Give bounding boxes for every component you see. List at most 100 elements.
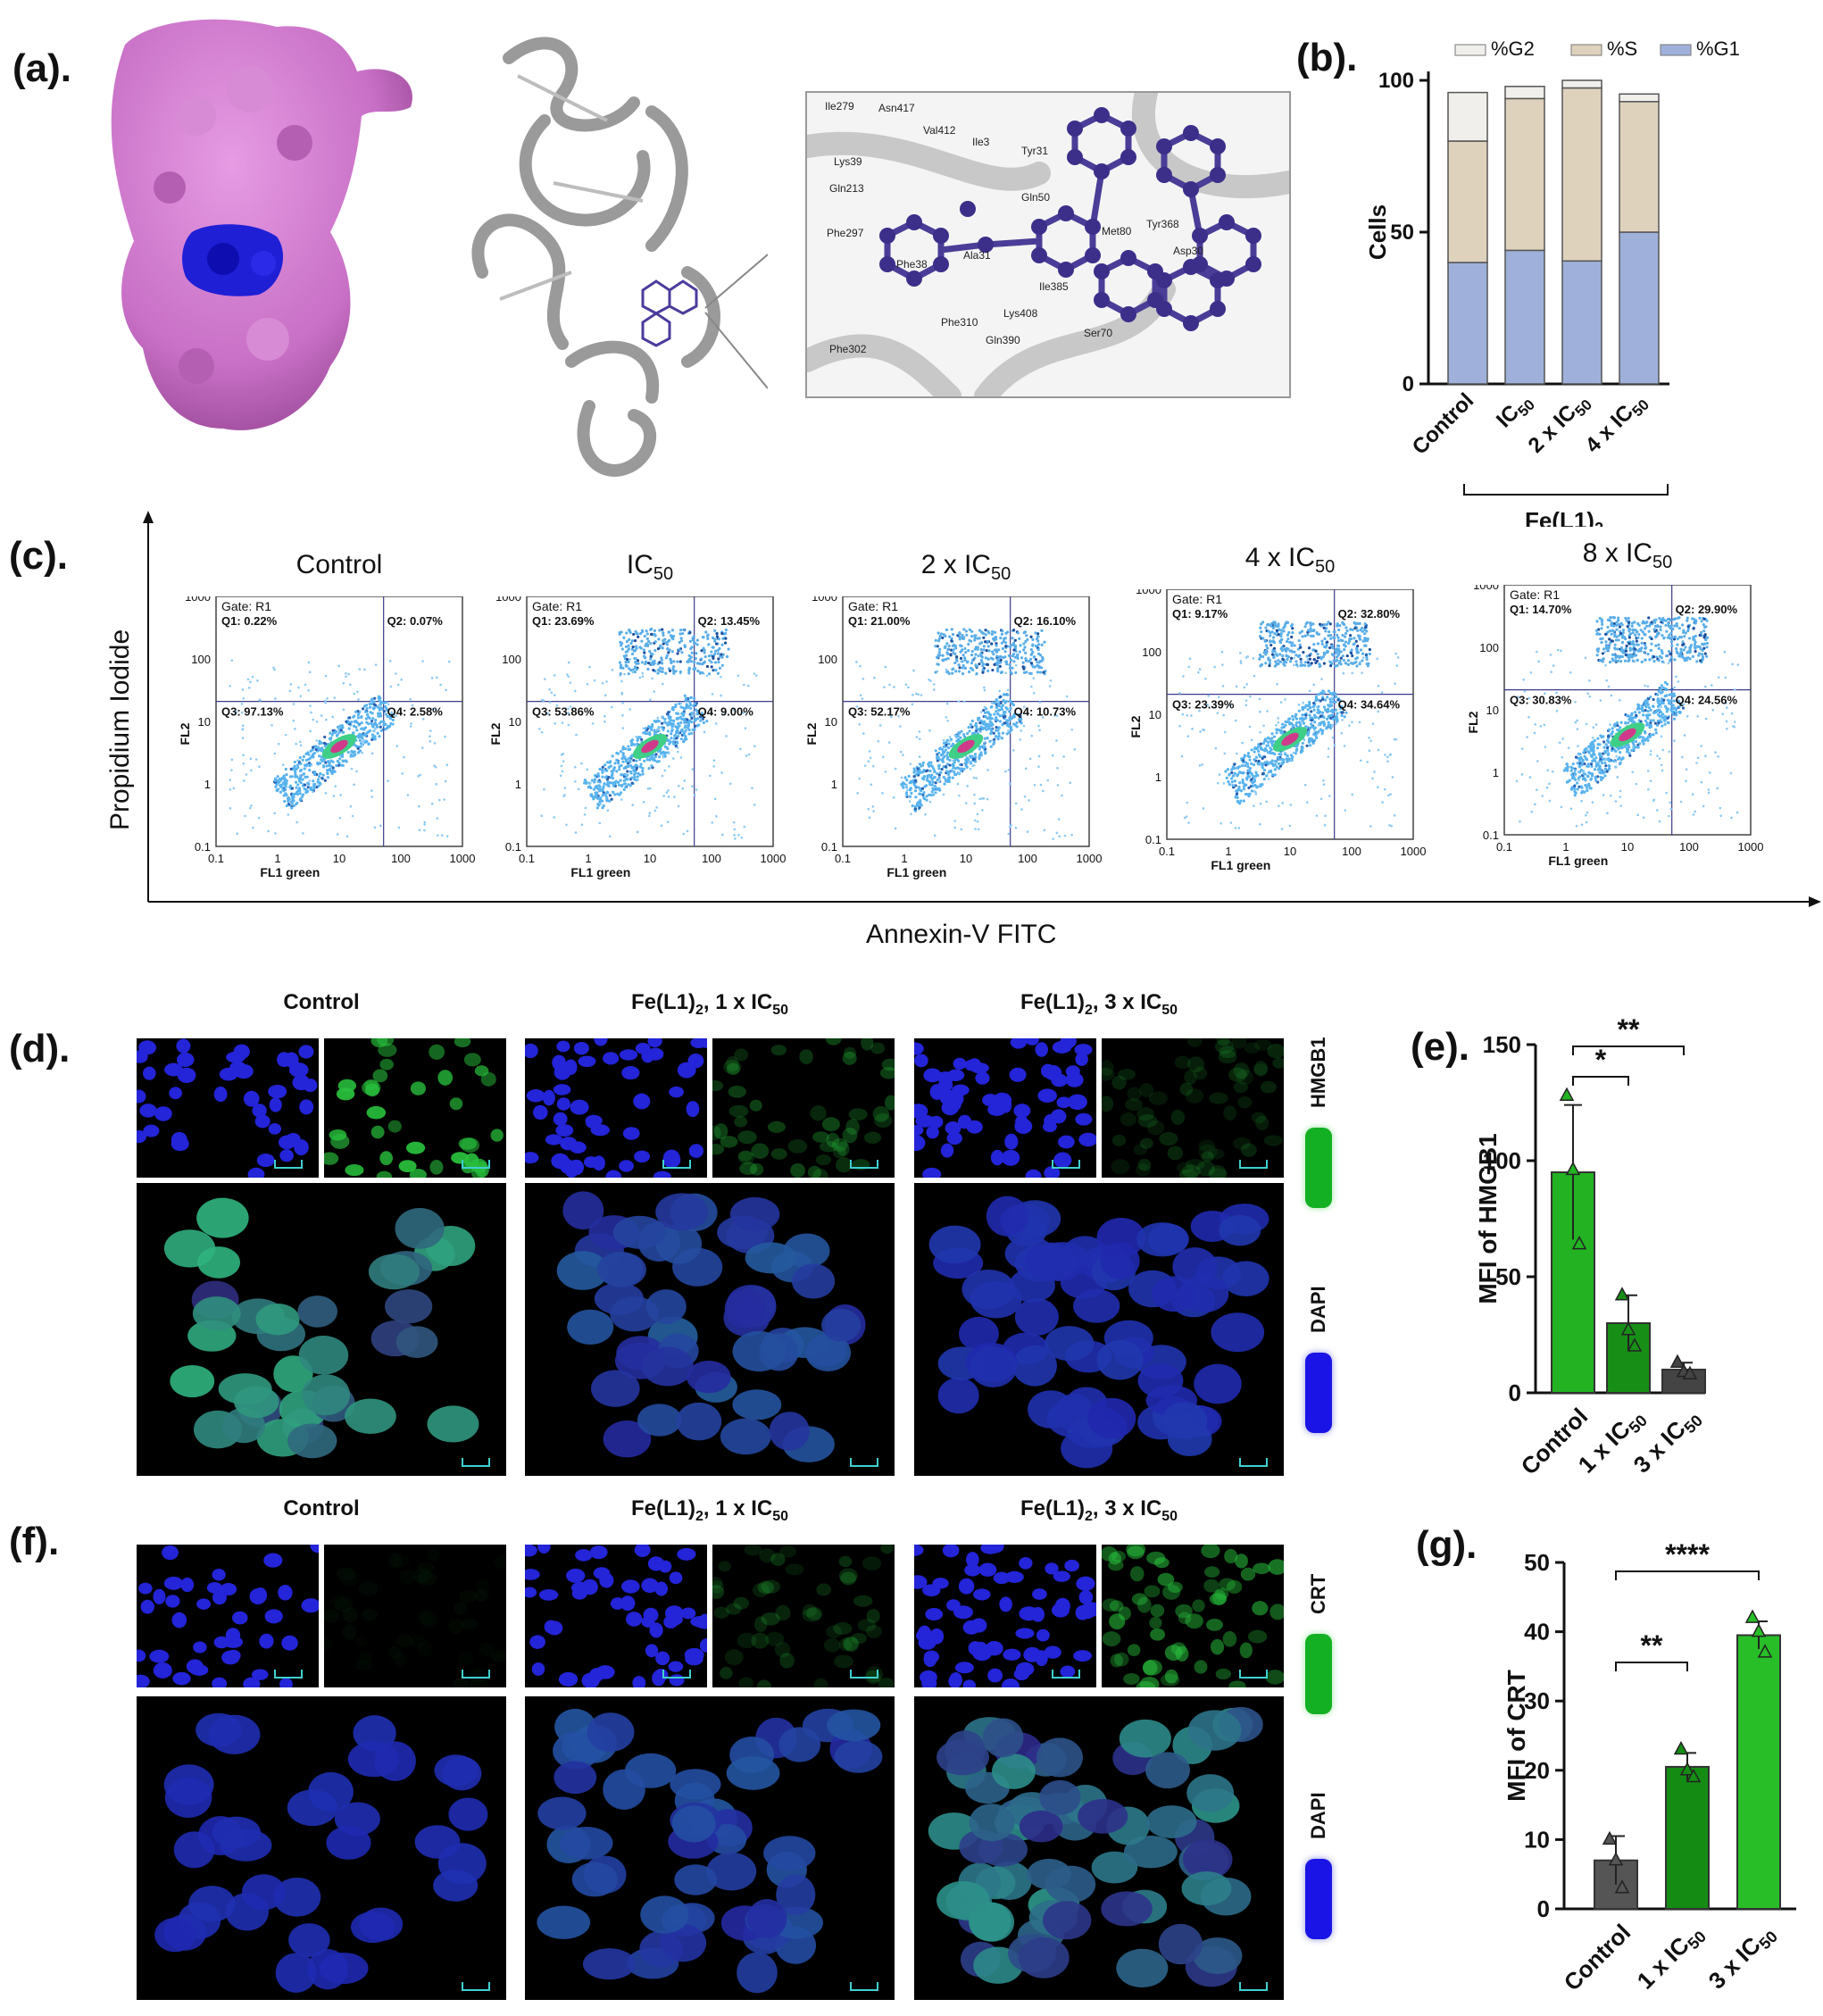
dapi-stain-label: DAPI	[1307, 1286, 1329, 1333]
y-tick-label: 1000	[1136, 589, 1161, 596]
y-tick-label: 1	[204, 778, 211, 791]
bar-segment	[1504, 249, 1545, 385]
x-axis-name: FL1 green	[887, 865, 946, 879]
x-tick-label: 1000	[761, 852, 787, 865]
quadrant-q3: Q3: 53.86%	[532, 705, 595, 719]
y-tick-label: 50	[1495, 1263, 1521, 1290]
scale-bar	[462, 1458, 490, 1467]
scale-bar	[1239, 1982, 1268, 1991]
residue-label: Tyr368	[1146, 218, 1179, 230]
y-tick-label: 30	[1524, 1687, 1550, 1714]
protein-surface-image	[111, 19, 412, 430]
x-tick-label: 1	[1562, 840, 1569, 854]
x-axis-name: FL1 green	[1548, 854, 1608, 868]
significance-label: **	[1618, 1018, 1640, 1045]
micrograph-header: Control	[283, 1496, 360, 1520]
x-tick-label: 10	[1284, 845, 1296, 858]
x-tick-label: 4 x IC50	[1581, 388, 1652, 460]
y-tick-label: 0.1	[1145, 833, 1161, 846]
x-tick-label: IC50	[1492, 388, 1538, 435]
data-point	[1673, 1740, 1689, 1755]
y-axis-name: FL2	[804, 722, 819, 745]
events-cloud	[1515, 615, 1740, 828]
marker-channel-image	[324, 1038, 506, 1178]
marker-stain-label: HMGB1	[1307, 1037, 1329, 1108]
dapi-channel-image	[525, 1038, 707, 1178]
x-tick-label: 1	[901, 852, 907, 865]
y-tick-label: 0.1	[505, 840, 521, 854]
bar-segment	[1561, 87, 1602, 262]
y-axis-label: MFI of CRT	[1503, 1670, 1530, 1802]
marker-channel-image	[324, 1545, 506, 1687]
scale-bar	[274, 1670, 303, 1679]
scale-bar	[850, 1458, 878, 1467]
data-point	[1602, 1830, 1618, 1845]
dapi-stain-label: DAPI	[1307, 1792, 1329, 1839]
residue-label: Met80	[1102, 225, 1132, 237]
bar-segment	[1447, 262, 1488, 385]
y-tick-label: 100	[818, 653, 837, 666]
residue-label: Ser70	[1084, 327, 1113, 339]
panel-label-g: (g).	[1416, 1523, 1478, 1567]
micrograph-header: Fe(L1)2, 3 x IC50	[1020, 990, 1178, 1018]
marker-channel-image	[1102, 1545, 1284, 1687]
gate-label: Gate: R1	[1172, 592, 1222, 606]
scale-bar	[1052, 1160, 1080, 1169]
gate-label: Gate: R1	[848, 599, 898, 613]
bar-segment	[1504, 97, 1545, 252]
flow-plot-title: IC50	[626, 550, 674, 584]
marker-stain-swatch	[1305, 1634, 1332, 1714]
x-tick-label: 1000	[1738, 840, 1764, 854]
y-tick-label: 100	[1479, 641, 1499, 654]
residue-label: Phe302	[829, 343, 867, 355]
y-tick-label: 20	[1524, 1757, 1550, 1784]
y-tick-label: 1	[1493, 766, 1499, 779]
data-point	[1757, 1644, 1773, 1658]
data-point	[1614, 1879, 1630, 1894]
panel-label-e: (e).	[1411, 1025, 1469, 1069]
panel-label-d: (d).	[9, 1027, 71, 1070]
x-tick-label: 0.1	[519, 852, 535, 865]
micrograph-header: Fe(L1)2, 1 x IC50	[630, 1496, 789, 1524]
density-peak	[330, 739, 348, 754]
x-tick-label: 1000	[1077, 852, 1103, 865]
y-axis-name: FL2	[178, 722, 192, 745]
quadrant-q1: Q1: 14.70%	[1510, 603, 1572, 616]
panel-label-c: (c).	[9, 534, 68, 578]
x-tick-label: 100	[1342, 845, 1361, 858]
micrograph-header: Control	[283, 990, 360, 1014]
y-tick-label: 10	[509, 715, 521, 729]
residue-label: Gln213	[829, 182, 864, 195]
flow-x-axis-title: Annexin-V FITC	[866, 920, 1057, 949]
y-tick-label: 10	[198, 715, 211, 729]
x-tick-label: 100	[702, 852, 721, 865]
bar-segment	[1504, 86, 1545, 100]
marker-channel-image	[1102, 1038, 1284, 1178]
legend-swatch	[1570, 44, 1602, 56]
y-tick-label: 150	[1483, 1031, 1521, 1058]
y-tick-label: 0	[1537, 1895, 1550, 1922]
quadrant-q2: Q2: 0.07%	[387, 614, 444, 628]
residue-label: Phe310	[941, 316, 978, 329]
x-tick-label: 2 x IC50	[1524, 388, 1595, 460]
significance-bracket	[1572, 1045, 1685, 1055]
residue-label: Gln50	[1021, 191, 1051, 204]
dapi-channel-image	[137, 1545, 319, 1687]
y-tick-label: 1000	[495, 596, 521, 604]
x-tick-label: 10	[1621, 840, 1634, 854]
gate-label: Gate: R1	[532, 599, 582, 613]
bar-segment	[1561, 260, 1602, 385]
x-tick-label: 100	[1018, 852, 1037, 865]
scale-bar	[662, 1160, 691, 1169]
bar	[1736, 1634, 1781, 1910]
quadrant-q4: Q4: 34.64%	[1338, 698, 1401, 712]
x-tick-label: Control	[1559, 1919, 1636, 1996]
quadrant-q3: Q3: 52.17%	[848, 705, 911, 719]
residue-label: Val412	[923, 124, 956, 137]
quadrant-q1: Q1: 21.00%	[848, 614, 911, 628]
significance-label: ****	[1665, 1538, 1710, 1570]
